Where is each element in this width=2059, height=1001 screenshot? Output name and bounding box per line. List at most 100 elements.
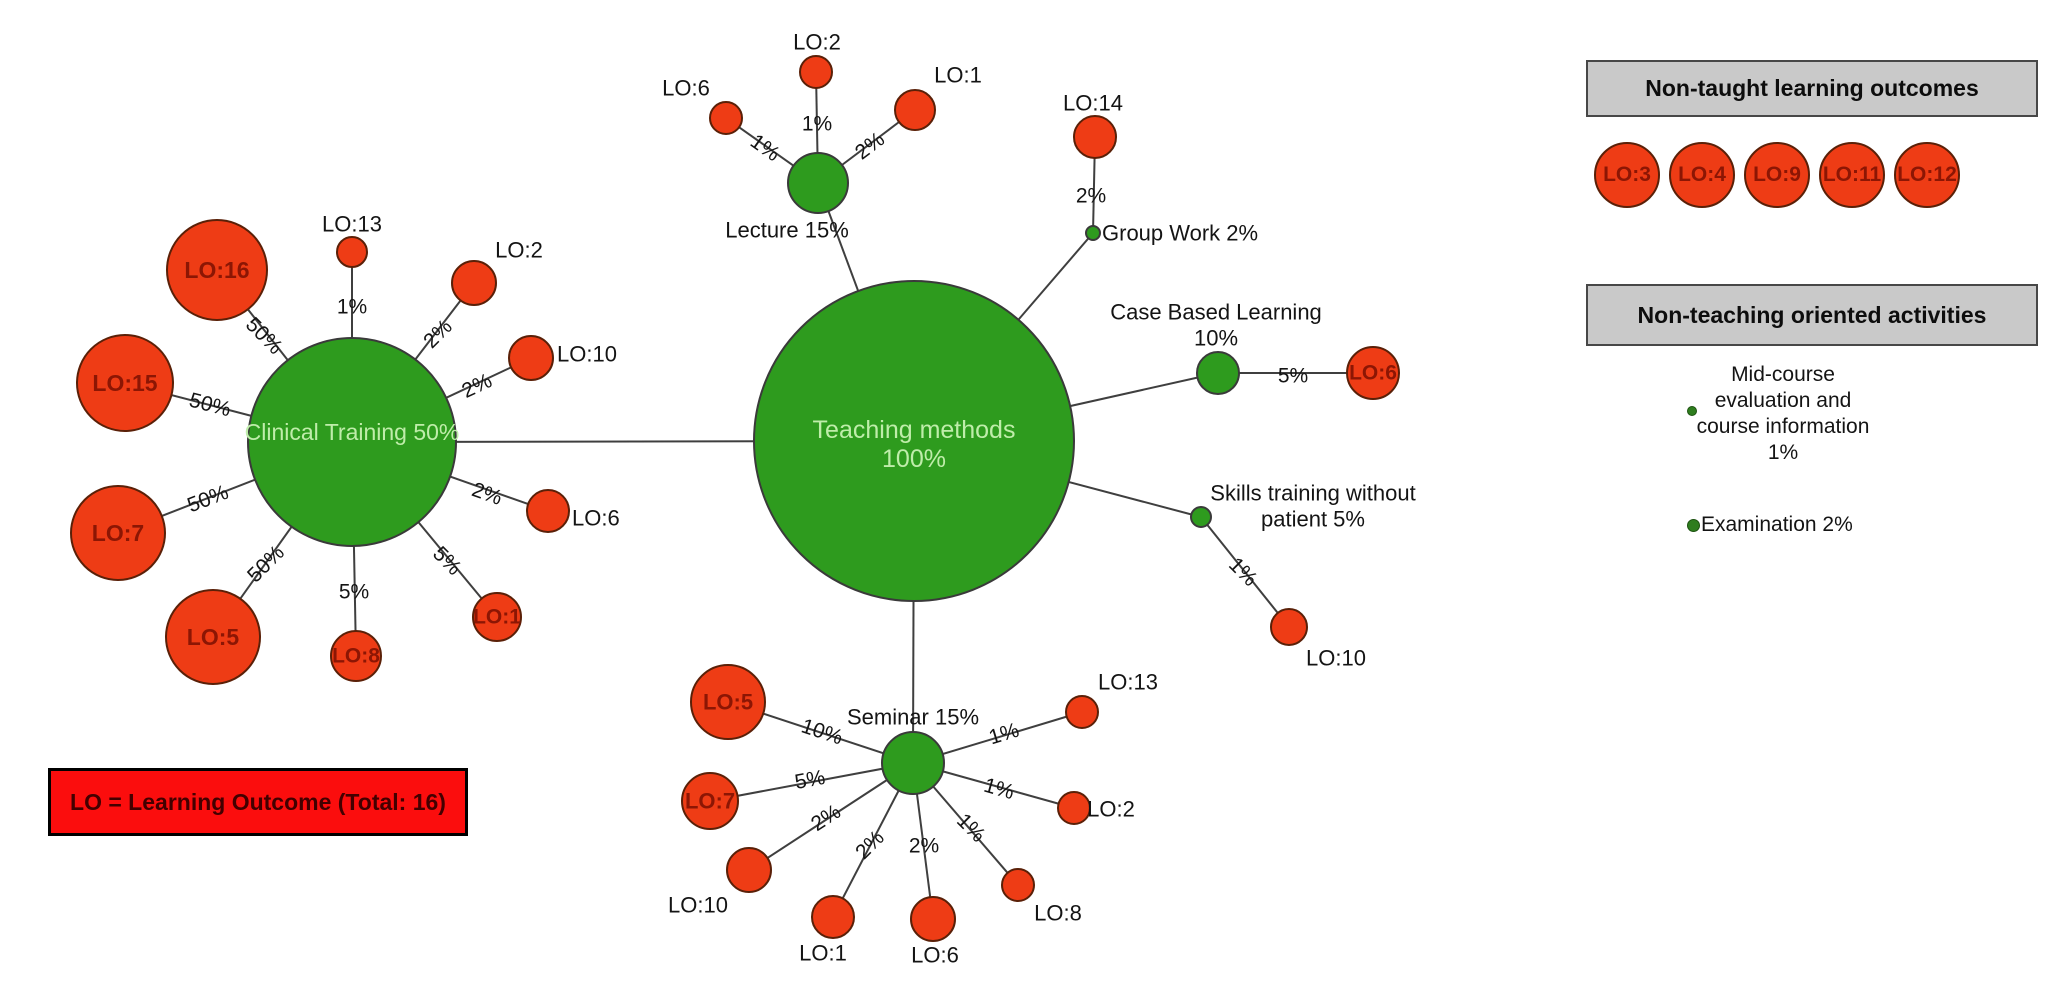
non-taught-outcome-circle: LO:11 xyxy=(1819,142,1885,208)
node-groupwork-label: Group Work 2% xyxy=(1102,221,1258,246)
node-se2-circle xyxy=(1057,791,1091,825)
non-taught-outcomes-row: LO:3 LO:4 LO:9 LO:11 LO:12 xyxy=(1594,142,1960,208)
node-cl7-circle xyxy=(70,485,166,581)
node-cl16-circle xyxy=(166,219,268,321)
node-cl5-label: LO:5 xyxy=(187,624,240,650)
legend-non-teaching-title: Non-teaching oriented activities xyxy=(1637,301,1987,328)
non-taught-outcome-circle: LO:4 xyxy=(1669,142,1735,208)
examination-label: Examination 2% xyxy=(1701,513,1853,536)
legend-non-taught-title: Non-taught learning outcomes xyxy=(1645,75,1979,101)
node-groupwork-circle xyxy=(1085,225,1101,241)
node-cl7-label: LO:7 xyxy=(92,520,144,546)
node-cbl-label: 10% xyxy=(1194,326,1238,351)
node-lecture-circle xyxy=(787,152,849,214)
edge-pct-label-se5: 10% xyxy=(798,714,845,749)
edge-pct-label-se10: 2% xyxy=(807,800,845,836)
edge-pct-label-lo14: 2% xyxy=(1076,185,1106,208)
node-se1-label: LO:1 xyxy=(799,941,847,966)
node-se6-circle xyxy=(910,896,956,942)
midcourse-line: course information xyxy=(1696,415,1870,438)
node-teaching-label: 100% xyxy=(882,445,946,473)
midcourse-line: Mid-course xyxy=(1731,363,1835,386)
midcourse-line: 1% xyxy=(1767,441,1799,464)
node-se5-label: LO:5 xyxy=(703,690,753,715)
node-cl13-circle xyxy=(336,236,368,268)
node-cl5-circle xyxy=(165,589,261,685)
midcourse-evaluation-label: Mid-course evaluation and course informa… xyxy=(1623,362,1943,466)
edge-pct-label-se13: 1% xyxy=(986,719,1022,750)
node-lec2-label: LO:2 xyxy=(793,30,841,55)
edge-pct-label-se6: 2% xyxy=(909,835,939,858)
node-seminar-circle xyxy=(881,731,945,795)
node-cbl6-label: LO:6 xyxy=(1349,362,1397,385)
node-se7-label: LO:7 xyxy=(685,789,735,814)
node-teaching-circle xyxy=(753,280,1075,602)
node-cl13-label: LO:13 xyxy=(322,212,382,237)
examination-dot-icon xyxy=(1687,519,1700,532)
node-lo14-label: LO:14 xyxy=(1063,91,1123,116)
node-se13-circle xyxy=(1065,695,1099,729)
node-lo14-circle xyxy=(1073,115,1117,159)
non-taught-outcome-circle: LO:12 xyxy=(1894,142,1960,208)
midcourse-line: evaluation and xyxy=(1714,389,1852,412)
node-cl1-circle xyxy=(472,592,522,642)
edge-seminar-se10 xyxy=(748,762,914,871)
edge-pct-label-lec2: 1% xyxy=(802,113,832,136)
node-lec1-label: LO:1 xyxy=(934,63,982,88)
node-cl2-label: LO:2 xyxy=(495,238,543,263)
node-teaching-label: Teaching methods xyxy=(813,416,1016,444)
edge-pct-label-cl5: 50% xyxy=(243,541,289,587)
node-skills-label: patient 5% xyxy=(1261,507,1365,532)
legend-non-teaching-box: Non-teaching oriented activities xyxy=(1586,284,2038,346)
edge-pct-label-cl6: 2% xyxy=(469,478,505,510)
node-clinical-label: Clinical Training 50% xyxy=(245,419,460,445)
edge-skills-sk10 xyxy=(1200,516,1290,628)
node-cl8-circle xyxy=(330,630,382,682)
edge-seminar-se7 xyxy=(709,762,914,802)
node-cl2-circle xyxy=(451,260,497,306)
edge-pct-label-cl15: 50% xyxy=(187,389,233,422)
edge-pct-label-cl1: 5% xyxy=(428,542,466,580)
node-lec6-circle xyxy=(709,101,743,135)
node-cbl6-circle xyxy=(1346,346,1400,400)
node-cl1-label: LO:1 xyxy=(473,606,521,629)
node-se13-label: LO:13 xyxy=(1098,670,1158,695)
node-cl6-circle xyxy=(526,489,570,533)
edge-pct-label-cl10: 2% xyxy=(458,369,495,403)
node-cbl-circle xyxy=(1196,351,1240,395)
edge-pct-label-cbl6: 5% xyxy=(1278,365,1308,388)
midcourse-dot-icon xyxy=(1687,406,1697,416)
node-cl16-label: LO:16 xyxy=(184,257,249,283)
node-se2-label: LO:2 xyxy=(1087,797,1135,822)
node-sk10-circle xyxy=(1270,608,1308,646)
legend-non-taught-box: Non-taught learning outcomes xyxy=(1586,60,2038,117)
node-lec1-circle xyxy=(894,89,936,131)
node-se8-label: LO:8 xyxy=(1034,901,1082,926)
node-se10-circle xyxy=(726,847,772,893)
non-taught-outcome-circle: LO:3 xyxy=(1594,142,1660,208)
edge-pct-label-se1: 2% xyxy=(851,826,889,864)
node-cl15-circle xyxy=(76,334,174,432)
node-se6-label: LO:6 xyxy=(911,943,959,968)
node-sk10-label: LO:10 xyxy=(1306,646,1366,671)
node-se8-circle xyxy=(1001,868,1035,902)
node-cl6-label: LO:6 xyxy=(572,506,620,531)
node-lec2-circle xyxy=(799,55,833,89)
edge-pct-label-cl7: 50% xyxy=(184,481,232,518)
lo-abbreviation-note: LO = Learning Outcome (Total: 16) xyxy=(48,768,468,836)
edge-pct-label-se7: 5% xyxy=(793,766,827,794)
node-cl10-circle xyxy=(508,335,554,381)
edge-pct-label-cl8: 5% xyxy=(339,581,369,604)
node-skills-circle xyxy=(1190,506,1212,528)
node-clinical-circle xyxy=(247,337,457,547)
node-skills-label: Skills training without xyxy=(1210,481,1415,506)
node-se5-circle xyxy=(690,664,766,740)
node-se10-label: LO:10 xyxy=(668,893,728,918)
node-cl10-label: LO:10 xyxy=(557,342,617,367)
edge-pct-label-cl16: 50% xyxy=(241,313,287,359)
node-cbl-label: Case Based Learning xyxy=(1110,300,1322,325)
edge-pct-label-se2: 1% xyxy=(981,774,1016,804)
node-cl8-label: LO:8 xyxy=(332,645,380,668)
